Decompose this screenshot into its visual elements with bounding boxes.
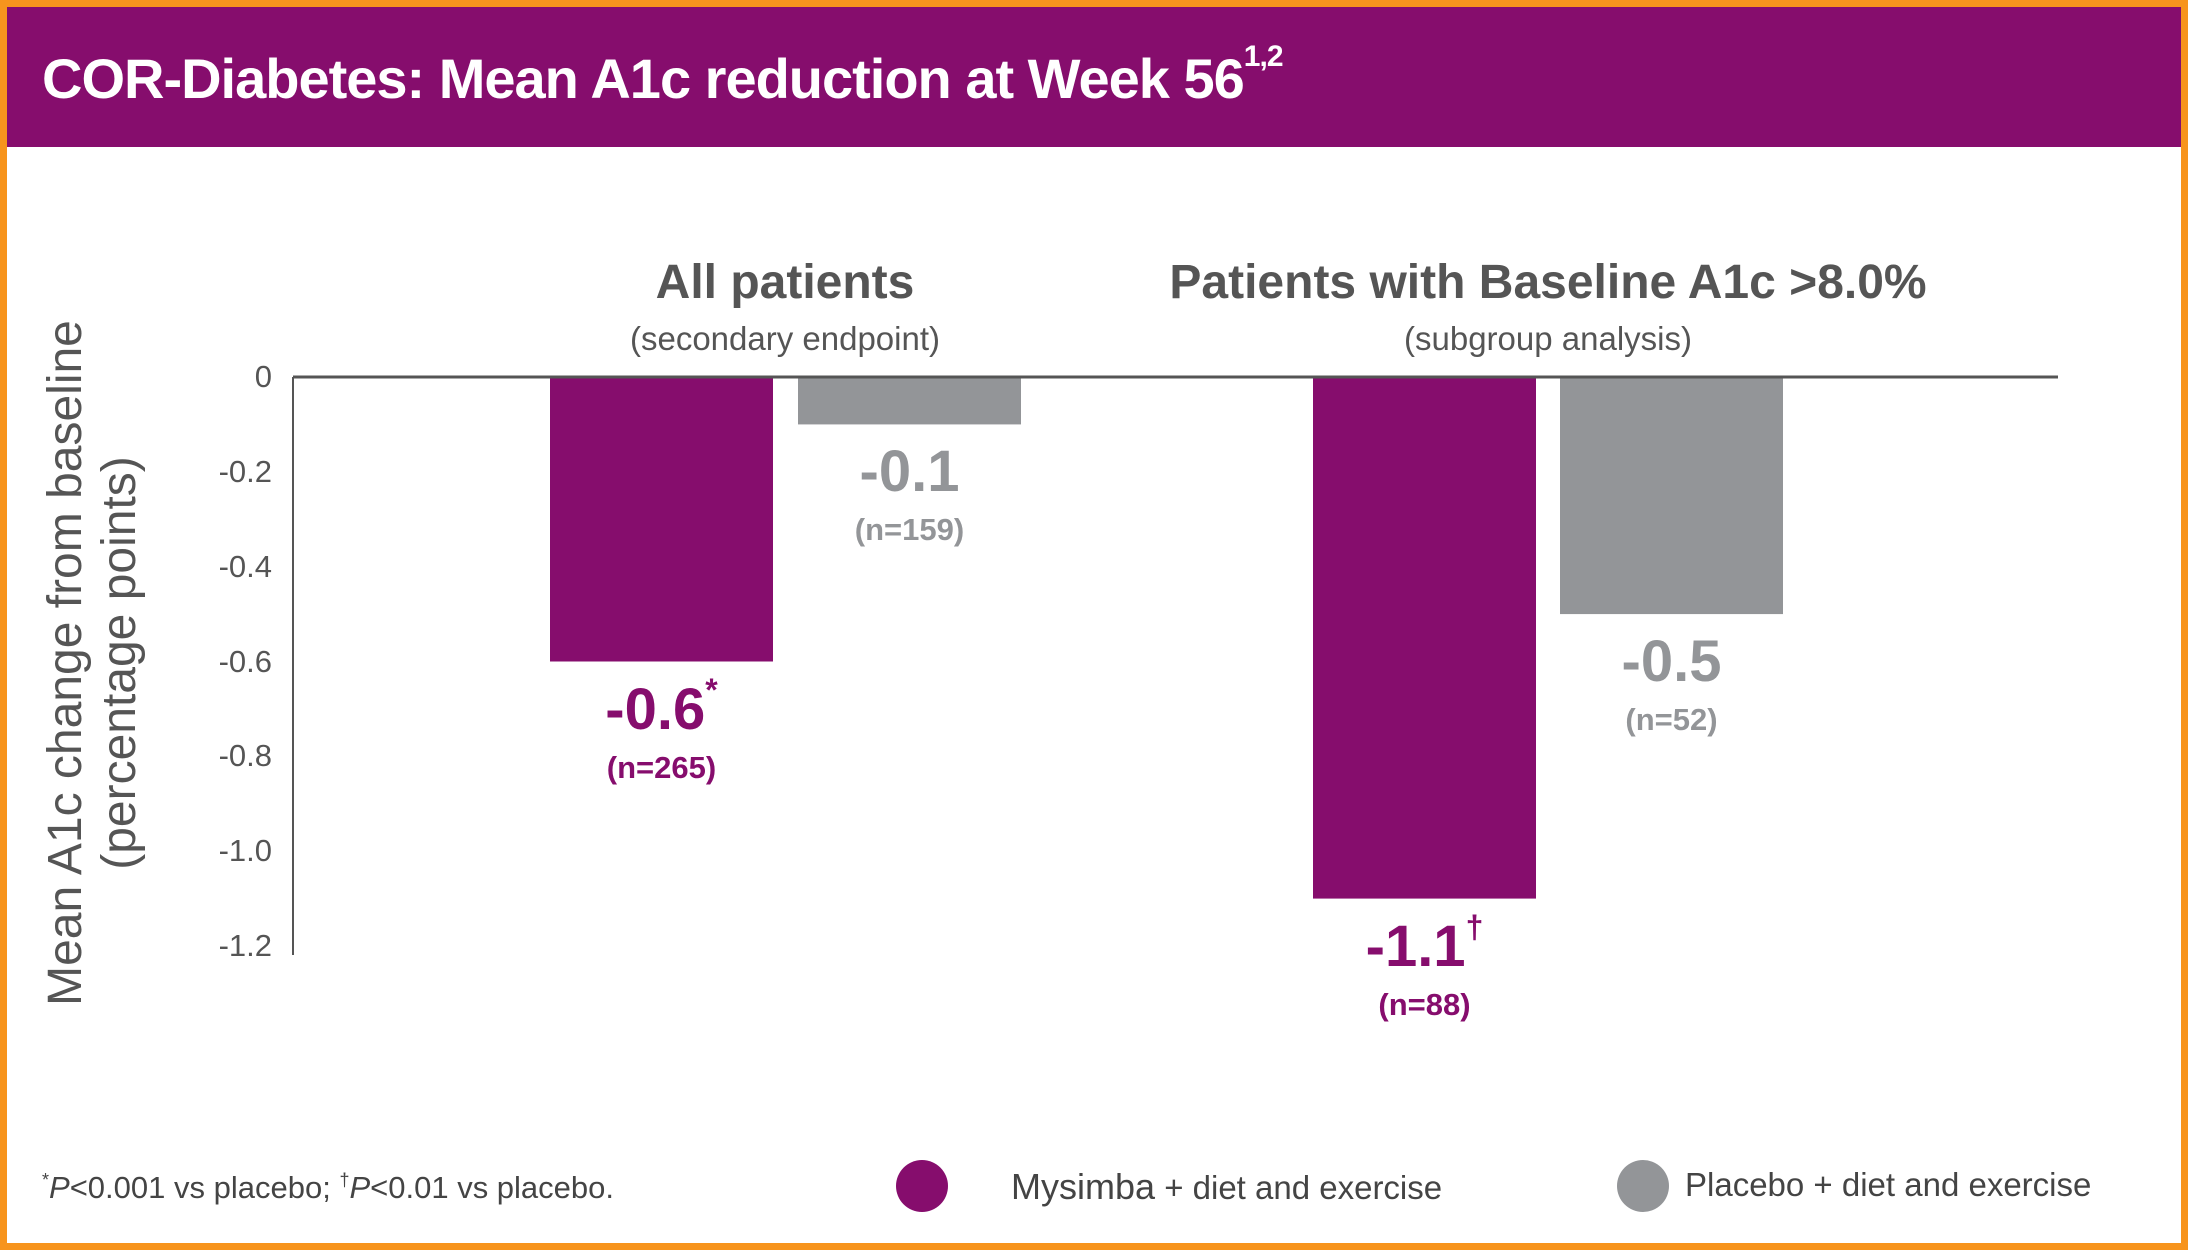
footnote-mark: * [42, 1170, 50, 1190]
footnote-p: P [49, 1170, 70, 1205]
y-tick-label: 0 [254, 359, 272, 394]
footnote-text: <0.001 vs placebo; [69, 1170, 340, 1205]
data-label: -0.5 [1621, 629, 1722, 695]
group-title-baseline: Patients with Baseline A1c >8.0% [1169, 256, 1927, 309]
page-title: COR-Diabetes: Mean A1c reduction at Week… [42, 40, 1284, 111]
y-tick-label: -0.6 [218, 643, 272, 679]
y-tick-label: -0.4 [218, 548, 272, 584]
bar-placebo [1560, 377, 1783, 615]
sample-size-label: (n=159) [854, 512, 965, 548]
group-subtitle-all: (secondary endpoint) [629, 320, 941, 357]
y-tick-label: -0.2 [218, 453, 272, 489]
footnote-mark: † [339, 1170, 350, 1190]
data-label: -0.6* [605, 671, 718, 742]
title-text: COR-Diabetes: Mean A1c reduction at Week… [42, 47, 1245, 110]
title-reference: 1,2 [1243, 40, 1284, 73]
footnote: *P<0.001 vs placebo; †P<0.01 vs placebo. [42, 1170, 614, 1206]
title-banner [7, 7, 2181, 147]
sample-size-label: (n=52) [1625, 702, 1718, 738]
bar-mysimba [1313, 377, 1536, 899]
footnote-text: <0.01 vs placebo. [370, 1170, 615, 1205]
legend-label-mysimba: Mysimba + diet and exercise [1011, 1166, 1442, 1208]
sample-size-label: (n=88) [1378, 986, 1471, 1022]
bar-placebo [798, 377, 1021, 425]
legend-label-placebo: Placebo + diet and exercise [1685, 1166, 2092, 1203]
data-label: -1.1† [1365, 908, 1484, 979]
legend-swatch-placebo [1617, 1160, 1669, 1212]
bar-mysimba [550, 377, 773, 662]
y-tick-label: -1.0 [218, 833, 272, 869]
legend-rest: + diet and exercise [1155, 1169, 1443, 1206]
group-title-all: All patients [655, 256, 915, 309]
y-tick-label: -0.8 [218, 738, 272, 774]
data-label: -0.1 [859, 439, 960, 505]
group-subtitle-baseline: (subgroup analysis) [1404, 320, 1692, 357]
footnote-p: P [349, 1170, 371, 1205]
y-tick-label: -1.2 [218, 928, 272, 963]
legend-swatch-mysimba [896, 1160, 948, 1212]
legend-brand: Mysimba [1011, 1166, 1156, 1207]
sample-size-label: (n=265) [606, 749, 717, 785]
